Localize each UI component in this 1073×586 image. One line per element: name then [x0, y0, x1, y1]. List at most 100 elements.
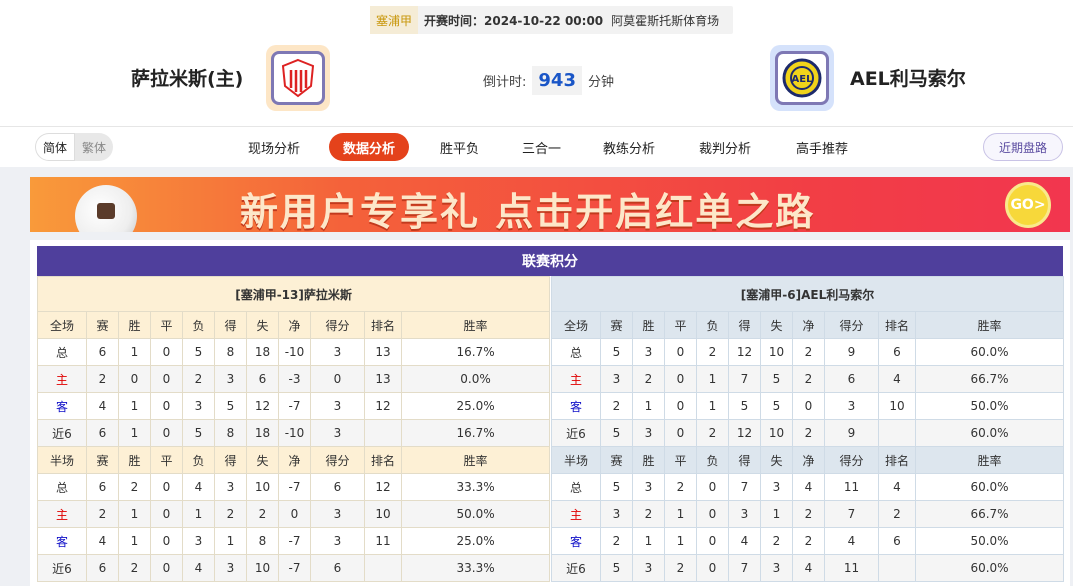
home-standings-table: [塞浦甲-13]萨拉米斯 全场赛胜平负得失净得分 排名 胜率总 6 1 0 5 8 18 -10 3 1…: [36, 276, 551, 582]
home-team-logo[interactable]: [266, 45, 330, 111]
table-cell: -7: [278, 473, 311, 501]
column-header-row: 全场赛胜平负得失净得分 排名 胜率: [551, 311, 1065, 339]
table-cell: 13: [364, 365, 402, 393]
table-cell: 4: [878, 473, 916, 501]
table-cell: 12: [728, 338, 761, 366]
table-cell: [364, 419, 402, 447]
table-cell: 4: [182, 554, 215, 582]
table-cell: 2: [792, 338, 825, 366]
table-row: 客 4 1 0 3 1 8 -7 3 11 25.0%: [37, 527, 551, 555]
language-toggle: 简体 繁体: [35, 133, 114, 161]
table-cell: -7: [278, 554, 311, 582]
table-cell: 3: [310, 392, 365, 420]
simplified-button[interactable]: 简体: [35, 133, 76, 161]
table-cell: 3: [632, 338, 665, 366]
table-cell: 7: [728, 554, 761, 582]
column-header: 全场: [551, 311, 601, 339]
column-header: 净: [278, 311, 311, 339]
tab-1x2[interactable]: 胜平负: [440, 141, 480, 157]
row-label: 客: [551, 392, 601, 420]
tab-coach-analysis[interactable]: 教练分析: [603, 141, 656, 157]
column-header: 胜率: [914, 311, 1065, 339]
tab-referee-analysis[interactable]: 裁判分析: [699, 141, 752, 157]
column-header: 平: [150, 311, 183, 339]
column-header: 得分: [824, 311, 879, 339]
table-cell: 7: [824, 500, 879, 528]
table-cell: 4: [824, 527, 879, 555]
row-label: 主: [551, 365, 601, 393]
row-label: 近6: [37, 419, 87, 447]
table-row: 近6 5 3 0 2 12 10 2 9 60.0%: [551, 419, 1065, 447]
tab-live-analysis[interactable]: 现场分析: [248, 141, 301, 157]
column-header: 负: [696, 446, 729, 474]
table-cell: 6: [878, 527, 916, 555]
column-header: 失: [246, 446, 279, 474]
table-cell: 10: [760, 338, 793, 366]
table-cell: 13: [364, 338, 402, 366]
table-cell: 6: [86, 473, 119, 501]
table-row: 近6 6 1 0 5 8 18 -10 3 16.7%: [37, 419, 551, 447]
column-header: 排名: [878, 446, 916, 474]
table-cell: 5: [214, 392, 247, 420]
table-cell: 1: [118, 527, 151, 555]
table-cell: 0: [150, 338, 183, 366]
svg-text:AEL: AEL: [792, 74, 814, 85]
table-cell: 18: [246, 338, 279, 366]
table-cell: 2: [760, 527, 793, 555]
table-cell: 0: [664, 392, 697, 420]
table-cell: 0: [664, 365, 697, 393]
away-team-name[interactable]: AEL利马索尔: [850, 68, 966, 90]
column-header: 胜率: [400, 446, 551, 474]
table-cell: -10: [278, 338, 311, 366]
tab-data-analysis[interactable]: 数据分析: [329, 133, 410, 161]
column-header-row: 半场赛胜平负得失净得分 排名 胜率: [551, 446, 1065, 474]
table-cell: 12: [364, 473, 402, 501]
table-cell: [878, 554, 916, 582]
away-team-logo[interactable]: AEL: [770, 45, 834, 111]
row-label: 主: [37, 500, 87, 528]
table-cell: 0: [150, 527, 183, 555]
go-button[interactable]: GO>: [1005, 182, 1051, 228]
table-cell: 0: [664, 419, 697, 447]
row-label: 近6: [551, 419, 601, 447]
kickoff-time: 开赛时间：2024-10-22 00:00: [424, 13, 604, 28]
team-header-row: [塞浦甲-13]萨拉米斯: [36, 276, 551, 312]
column-header: 得分: [824, 446, 879, 474]
traditional-button[interactable]: 繁体: [82, 140, 107, 155]
tab-three-in-one[interactable]: 三合一: [522, 141, 562, 157]
table-cell: 25.0%: [400, 527, 551, 555]
table-cell: 1: [182, 500, 215, 528]
table-cell: 8: [246, 527, 279, 555]
soccer-ball-icon: [75, 185, 137, 232]
table-cell: 2: [600, 527, 633, 555]
tab-expert-picks[interactable]: 高手推荐: [796, 141, 849, 157]
table-cell: 25.0%: [400, 392, 551, 420]
home-team-name[interactable]: 萨拉米斯(主): [131, 68, 244, 90]
table-cell: 50.0%: [914, 392, 1065, 420]
table-cell: 5: [728, 392, 761, 420]
table-cell: 2: [118, 554, 151, 582]
table-row: 主 2 1 0 1 2 2 0 3 10 50.0%: [37, 500, 551, 528]
table-cell: 4: [792, 473, 825, 501]
table-cell: 0: [150, 419, 183, 447]
table-cell: 2: [86, 500, 119, 528]
table-cell: 6: [86, 419, 119, 447]
league-label[interactable]: 塞浦甲: [370, 6, 419, 34]
column-header: 净: [278, 446, 311, 474]
column-header: 得: [728, 446, 761, 474]
table-cell: 4: [792, 554, 825, 582]
match-header: 塞浦甲 开赛时间：2024-10-22 00:00 阿莫霍斯托斯体育场 萨拉米斯…: [0, 0, 1073, 127]
table-cell: 11: [824, 554, 879, 582]
table-cell: 9: [824, 338, 879, 366]
table-cell: 12: [364, 392, 402, 420]
table-cell: 3: [600, 500, 633, 528]
recent-odds-button[interactable]: 近期盘路: [983, 133, 1064, 161]
table-cell: 0: [150, 365, 183, 393]
table-cell: 3: [632, 473, 665, 501]
table-cell: 2: [664, 473, 697, 501]
promo-banner[interactable]: 新用户专享礼 点击开启红单之路 GO>: [30, 177, 1070, 232]
table-cell: -7: [278, 392, 311, 420]
row-label: 客: [551, 527, 601, 555]
table-cell: 3: [824, 392, 879, 420]
table-cell: 2: [878, 500, 916, 528]
